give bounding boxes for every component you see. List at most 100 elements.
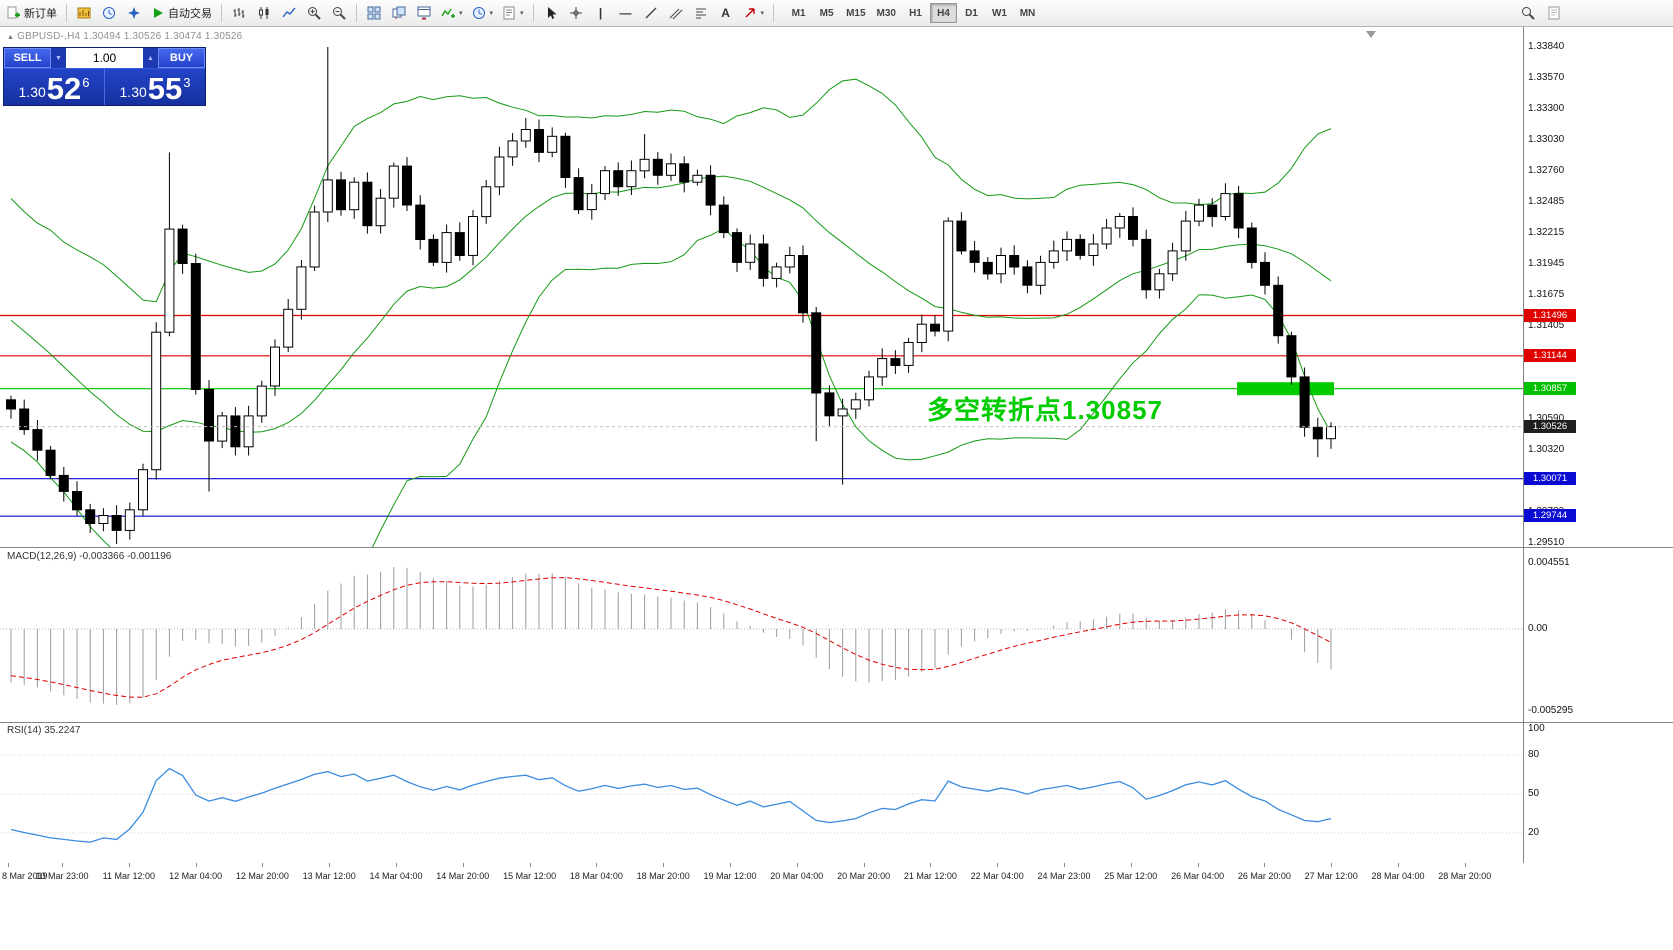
autotrading-button[interactable]: 自动交易	[147, 2, 216, 24]
bar-chart-icon	[233, 8, 245, 18]
tile-windows-button[interactable]	[362, 2, 386, 24]
charts-button[interactable]	[72, 2, 96, 24]
separator	[773, 4, 775, 22]
buy-button[interactable]: BUY	[158, 48, 205, 68]
macd-panel[interactable]	[0, 548, 1523, 722]
cascade-windows-icon	[392, 6, 406, 19]
time-axis-tick	[930, 863, 932, 867]
navigator-button[interactable]	[122, 2, 146, 24]
time-axis-tick	[1197, 863, 1199, 867]
cascade-windows-button[interactable]	[387, 2, 411, 24]
sell-price-display[interactable]: 1.30 52 6	[4, 69, 104, 105]
timeframe-button-M30[interactable]: M30	[872, 3, 901, 23]
time-axis-tick	[8, 863, 9, 867]
fibonacci-button[interactable]	[689, 2, 713, 24]
macd-histogram	[10, 567, 1332, 705]
turning-point-highlight[interactable]	[1237, 382, 1334, 396]
chevron-down-icon: ▾	[489, 10, 494, 17]
new-order-button[interactable]: 新订单	[3, 2, 61, 24]
help-button[interactable]	[1542, 2, 1566, 24]
candlestick-button[interactable]	[252, 2, 276, 24]
volume-increase-button[interactable]: ▲	[143, 48, 158, 68]
trendline-button[interactable]	[639, 2, 663, 24]
buy-price-display[interactable]: 1.30 55 3	[105, 69, 205, 105]
channel-button[interactable]	[664, 2, 688, 24]
timeframe-button-W1[interactable]: W1	[986, 3, 1013, 23]
time-axis-tick	[1264, 863, 1266, 867]
rsi-line	[10, 767, 1332, 843]
rsi-axis-label: 50	[1528, 788, 1540, 799]
timeframe-button-D1[interactable]: D1	[958, 3, 985, 23]
price-axis[interactable]: 1.33840 1.33570 1.33300 1.33030 1.32760 1.324…	[1523, 0, 1673, 950]
sell-price-big-figure: 1.30	[18, 84, 46, 100]
price-axis-label: 1.32485	[1528, 196, 1565, 208]
price-axis-label: 1.32760	[1528, 164, 1565, 176]
vertical-line-button[interactable]: |	[589, 2, 613, 24]
cursor-button[interactable]	[539, 2, 563, 24]
panel-separator[interactable]	[0, 547, 1673, 548]
time-axis-tick	[195, 863, 197, 867]
timeframe-button-H1[interactable]: H1	[902, 3, 929, 23]
time-axis-label: 11 Mar 12:00	[102, 871, 155, 881]
periods-button[interactable]: ▾	[468, 2, 498, 24]
periods-icon	[472, 7, 485, 19]
zoom-in-button[interactable]	[302, 2, 326, 24]
bar-chart-button[interactable]	[227, 2, 251, 24]
main-chart-canvas[interactable]	[0, 27, 1523, 547]
templates-icon	[503, 6, 515, 20]
time-axis-label: 26 Mar 04:00	[1171, 871, 1225, 881]
fibonacci-icon	[695, 8, 706, 19]
sell-price-point: 6	[82, 75, 90, 90]
text-icon: A	[721, 6, 730, 20]
trendline-icon	[645, 7, 657, 19]
turning-point-annotation[interactable]: 多空转折点1.30857	[927, 395, 1163, 425]
time-axis[interactable]: 8 Mar 2019 10 Mar 23:00 11 Mar 12:00 12 Mar…	[0, 863, 1673, 950]
panel-separator[interactable]	[0, 722, 1673, 723]
time-axis-label: 20 Mar 04:00	[770, 871, 824, 881]
time-axis-tick	[796, 863, 798, 867]
sell-button[interactable]: SELL	[4, 48, 51, 68]
level-price-tag: 1.30857	[1524, 381, 1576, 395]
chevron-down-icon: ▾	[459, 10, 463, 17]
text-button[interactable]: A	[714, 2, 738, 24]
level-price-tag: 1.29744	[1524, 509, 1576, 523]
line-chart-button[interactable]	[277, 2, 301, 24]
market-watch-button[interactable]	[97, 2, 121, 24]
rsi-panel[interactable]	[0, 723, 1523, 863]
zoom-out-button[interactable]	[327, 2, 351, 24]
indicators-button[interactable]: ▾	[437, 2, 467, 24]
chevron-down-icon: ▾	[520, 10, 524, 17]
crosshair-button[interactable]	[564, 2, 588, 24]
horizontal-line-button[interactable]: —	[614, 2, 638, 24]
separator	[532, 4, 534, 22]
timeframe-button-M1[interactable]: M1	[785, 3, 812, 23]
timeframe-button-M5[interactable]: M5	[813, 3, 840, 23]
macd-axis-label: 0.004551	[1528, 557, 1570, 568]
timeframe-button-H4[interactable]: H4	[929, 3, 957, 23]
help-icon	[1548, 6, 1560, 20]
time-axis-label: 14 Mar 04:00	[369, 871, 423, 881]
time-axis-tick	[329, 863, 331, 867]
timeframe-button-MN[interactable]: MN	[1014, 3, 1041, 23]
arrange-windows-button[interactable]	[412, 2, 436, 24]
templates-button[interactable]: ▾	[498, 2, 528, 24]
time-axis-label: 12 Mar 20:00	[235, 871, 289, 881]
market-watch-icon	[103, 7, 115, 19]
time-axis-label: 25 Mar 12:00	[1104, 871, 1158, 881]
macd-axis-label: -0.005295	[1528, 705, 1574, 716]
volume-input[interactable]: 1.00	[66, 48, 143, 68]
time-axis-label: 21 Mar 12:00	[903, 871, 957, 881]
volume-decrease-button[interactable]: ▼	[51, 48, 66, 68]
indicators-icon	[441, 8, 455, 18]
cursor-icon	[547, 7, 557, 19]
chevron-down-icon: ▾	[760, 10, 765, 17]
price-axis-border	[1523, 27, 1524, 863]
price-shift-marker[interactable]	[1366, 31, 1376, 38]
price-axis-label: 1.29510	[1528, 537, 1565, 548]
arrows-button[interactable]: ▾	[739, 2, 769, 24]
time-axis-tick	[596, 863, 598, 867]
price-axis-label: 1.30590	[1528, 413, 1564, 425]
search-button[interactable]	[1516, 2, 1540, 24]
timeframe-button-M15[interactable]: M15	[841, 3, 870, 23]
